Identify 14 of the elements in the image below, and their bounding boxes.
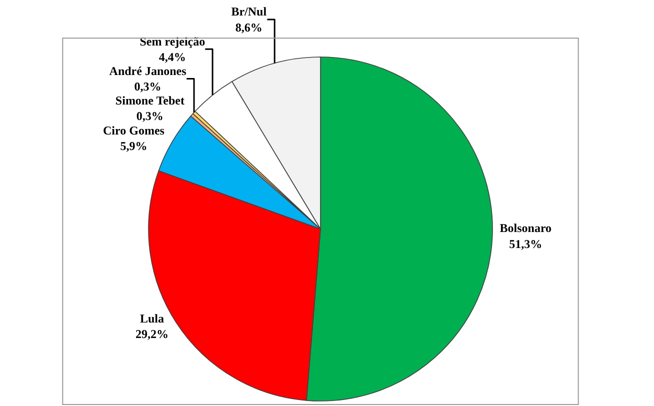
slice-label: Br/Nul [231,4,268,19]
data-label: 0,3% [134,80,162,94]
data-label: 29,2% [135,327,168,342]
data-label: 5,9% [120,138,148,153]
slice-label: Lula [140,312,164,326]
data-label: 8,6% [235,20,262,34]
slice-label: Bolsonaro [500,221,552,236]
slice-label: Simone Tebet [115,94,184,108]
data-label: 4,4% [158,50,186,64]
slice-label: André Janones [109,64,187,78]
slice-label: Ciro Gomes [103,123,165,138]
data-label: 51,3% [509,236,542,251]
slice-label: Sem rejeição [140,34,206,48]
data-label: 0,3% [136,109,164,124]
